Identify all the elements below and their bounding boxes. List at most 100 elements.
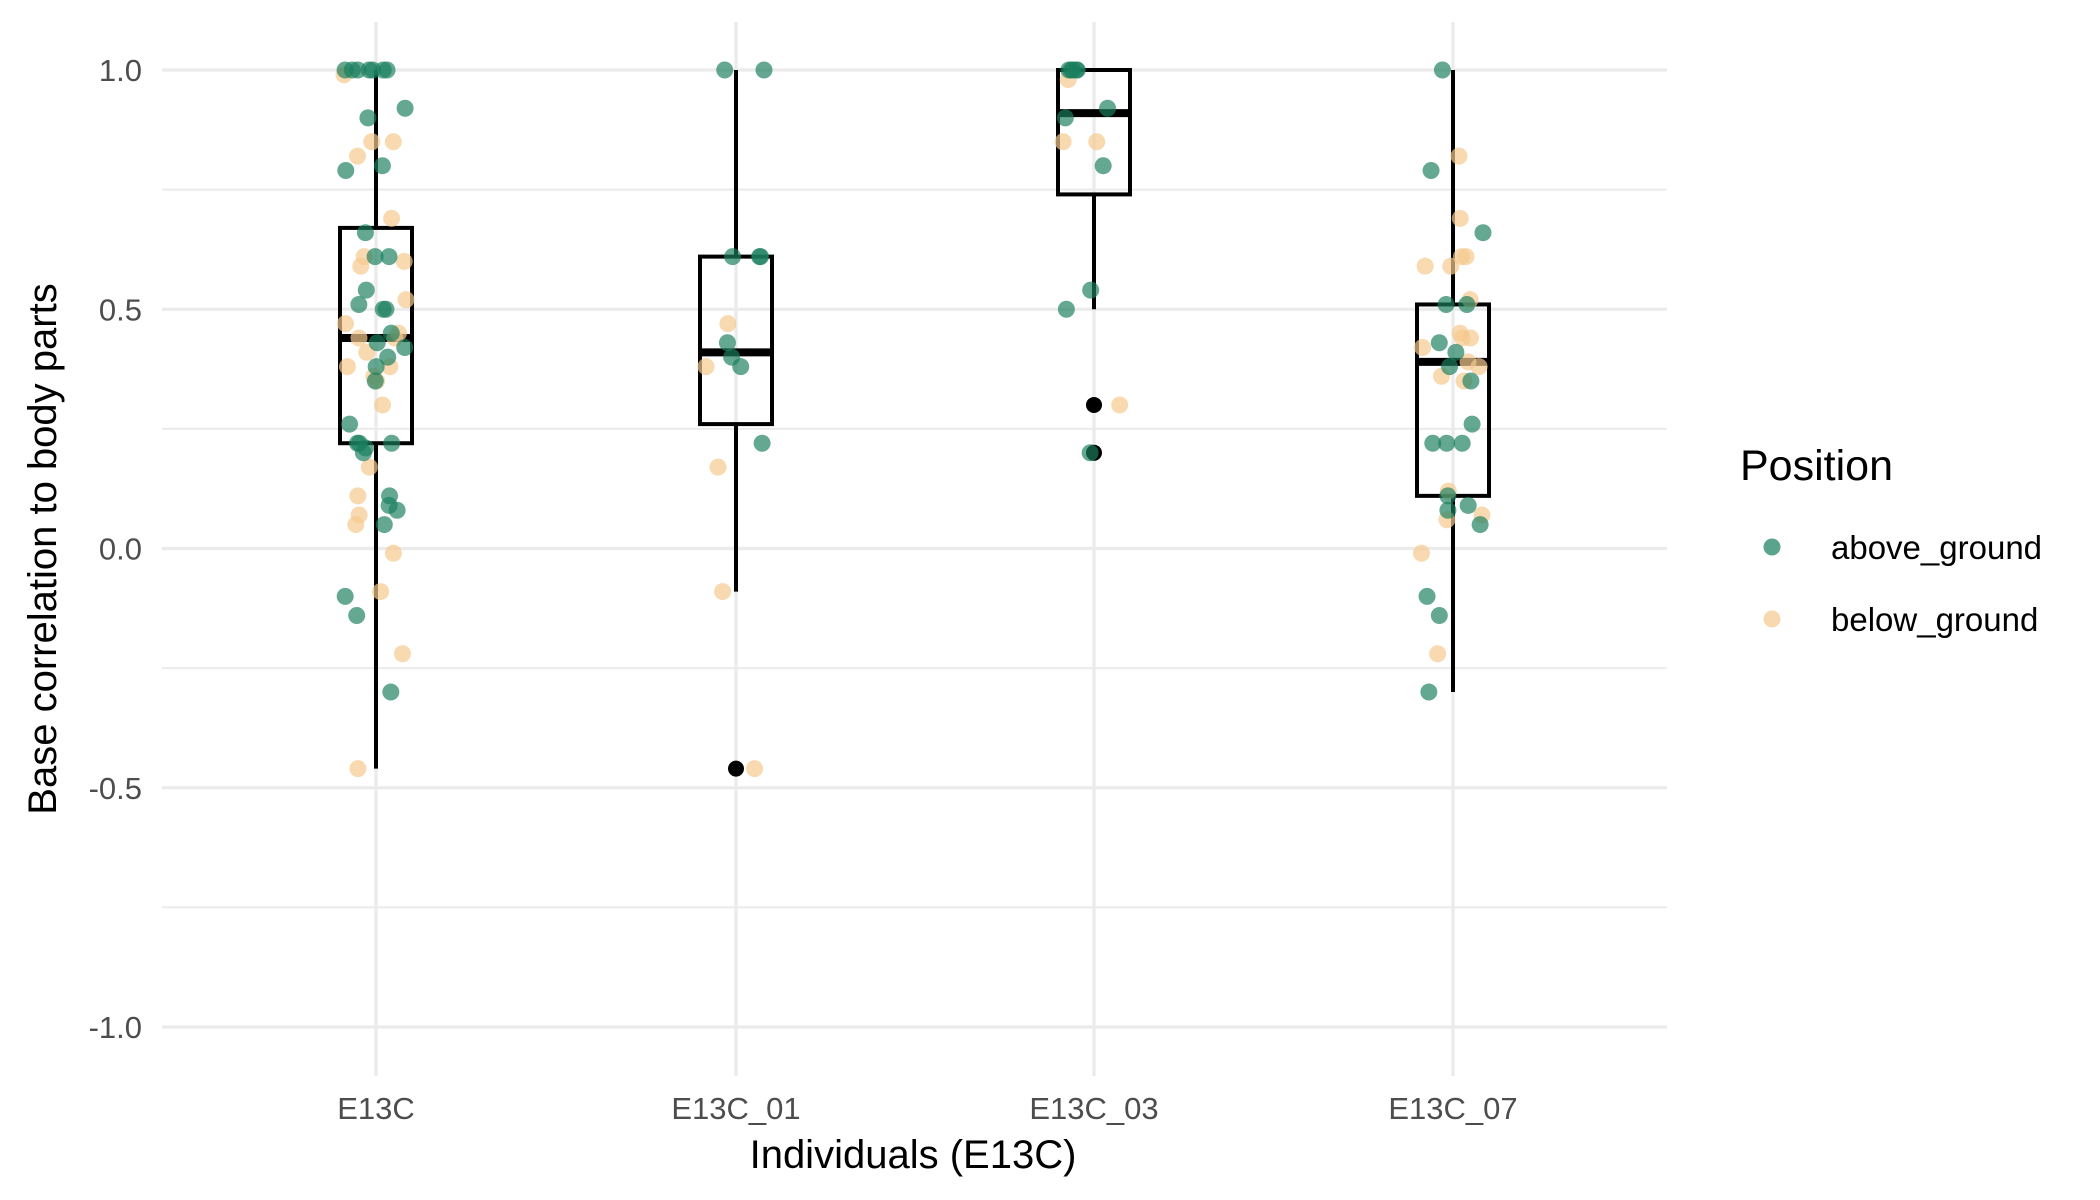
- data-point-below-ground: [350, 329, 368, 347]
- data-point-above-ground: [396, 99, 414, 117]
- data-point-below-ground: [352, 257, 370, 275]
- data-point-above-ground: [360, 61, 378, 79]
- data-point-above-ground: [380, 248, 398, 266]
- data-point-below-ground: [1416, 257, 1434, 275]
- data-point-below-ground: [1442, 257, 1460, 275]
- data-point-below-ground: [714, 583, 732, 601]
- boxes: [338, 68, 1491, 769]
- data-point-below-ground: [393, 645, 411, 663]
- y-tick-label: 1.0: [99, 53, 142, 88]
- y-tick-label: -1.0: [89, 1010, 142, 1045]
- data-point-above-ground: [1447, 343, 1465, 361]
- data-point-above-ground: [1474, 224, 1492, 242]
- data-point-below-ground: [1450, 147, 1468, 165]
- data-point-below-ground: [1451, 209, 1469, 227]
- data-point-above-ground: [382, 324, 400, 342]
- data-point-below-ground: [360, 458, 378, 476]
- x-axis-ticks: E13C E13C_01 E13C_03 E13C_07: [337, 1091, 1517, 1126]
- data-point-above-ground: [751, 248, 769, 266]
- y-axis-ticks: -1.0 -0.5 0.0 0.5 1.0: [89, 53, 142, 1045]
- data-point-above-ground: [1056, 109, 1074, 127]
- data-point-above-ground: [1420, 683, 1438, 701]
- outlier-point: [728, 760, 744, 777]
- data-point-above-ground: [1441, 358, 1459, 376]
- data-point-above-ground: [375, 516, 393, 534]
- data-point-above-ground: [1082, 281, 1100, 299]
- data-point-below-ground: [383, 209, 401, 227]
- data-point-above-ground: [366, 248, 384, 266]
- legend: Position above_ground below_ground: [1740, 442, 2042, 638]
- data-point-below-ground: [1111, 396, 1129, 414]
- x-tick-label: E13C: [337, 1091, 415, 1126]
- legend-title: Position: [1740, 442, 1893, 490]
- data-point-above-ground: [1458, 295, 1476, 313]
- data-point-above-ground: [753, 434, 771, 452]
- data-point-below-ground: [1414, 339, 1432, 357]
- data-point-above-ground: [1433, 61, 1451, 79]
- data-point-below-ground: [347, 516, 365, 534]
- data-point-above-ground: [378, 61, 396, 79]
- data-point-below-ground: [395, 252, 413, 270]
- data-point-above-ground: [1439, 501, 1457, 519]
- x-axis-title: Individuals (E13C): [750, 1133, 1077, 1177]
- data-point-above-ground: [755, 61, 773, 79]
- data-point-above-ground: [374, 300, 392, 318]
- data-point-below-ground: [709, 458, 727, 476]
- data-point-above-ground: [1422, 161, 1440, 179]
- data-point-below-ground: [374, 396, 392, 414]
- data-point-below-ground: [1453, 329, 1471, 347]
- x-tick-label: E13C_07: [1388, 1091, 1517, 1126]
- data-point-above-ground: [366, 372, 384, 390]
- data-point-above-ground: [336, 587, 354, 605]
- data-point-above-ground: [1438, 434, 1456, 452]
- data-point-below-ground: [397, 291, 415, 309]
- legend-label-below-ground: below_ground: [1831, 601, 2038, 638]
- data-point-below-ground: [349, 147, 367, 165]
- y-axis-title: Base correlation to body parts: [21, 283, 65, 814]
- box-rect: [1056, 68, 1132, 197]
- data-point-above-ground: [1463, 415, 1481, 433]
- jitter-points: [335, 61, 1492, 778]
- data-point-below-ground: [384, 133, 402, 151]
- y-tick-label: 0.5: [99, 292, 142, 327]
- data-point-above-ground: [367, 358, 385, 376]
- data-point-above-ground: [388, 501, 406, 519]
- data-point-above-ground: [354, 444, 372, 462]
- data-point-below-ground: [1429, 645, 1447, 663]
- data-point-above-ground: [1437, 295, 1455, 313]
- data-point-above-ground: [718, 334, 736, 352]
- data-point-below-ground: [384, 544, 402, 562]
- data-point-above-ground: [337, 161, 355, 179]
- data-point-above-ground: [1459, 496, 1477, 514]
- data-point-above-ground: [732, 358, 750, 376]
- data-point-above-ground: [357, 281, 375, 299]
- data-point-above-ground: [359, 109, 377, 127]
- data-point-above-ground: [1453, 434, 1471, 452]
- data-point-above-ground: [341, 415, 359, 433]
- data-point-above-ground: [1471, 516, 1489, 534]
- outliers: [728, 396, 1102, 777]
- data-point-above-ground: [350, 295, 368, 313]
- data-point-below-ground: [349, 760, 367, 778]
- data-point-above-ground: [1430, 606, 1448, 624]
- data-point-above-ground: [356, 224, 374, 242]
- data-point-above-ground: [716, 61, 734, 79]
- data-point-above-ground: [382, 683, 400, 701]
- data-point-above-ground: [1094, 157, 1112, 175]
- x-tick-label: E13C_01: [671, 1091, 800, 1126]
- data-point-above-ground: [1462, 372, 1480, 390]
- data-point-below-ground: [697, 358, 715, 376]
- data-point-above-ground: [1099, 99, 1117, 117]
- data-point-above-ground: [379, 348, 397, 366]
- data-point-above-ground: [336, 61, 354, 79]
- legend-swatch-above-ground: [1763, 538, 1781, 556]
- data-point-above-ground: [724, 248, 742, 266]
- data-point-below-ground: [372, 583, 390, 601]
- data-point-above-ground: [1067, 61, 1085, 79]
- data-point-below-ground: [349, 487, 367, 505]
- data-point-above-ground: [1081, 444, 1099, 462]
- data-point-below-ground: [1088, 133, 1106, 151]
- legend-swatch-below-ground: [1763, 610, 1781, 628]
